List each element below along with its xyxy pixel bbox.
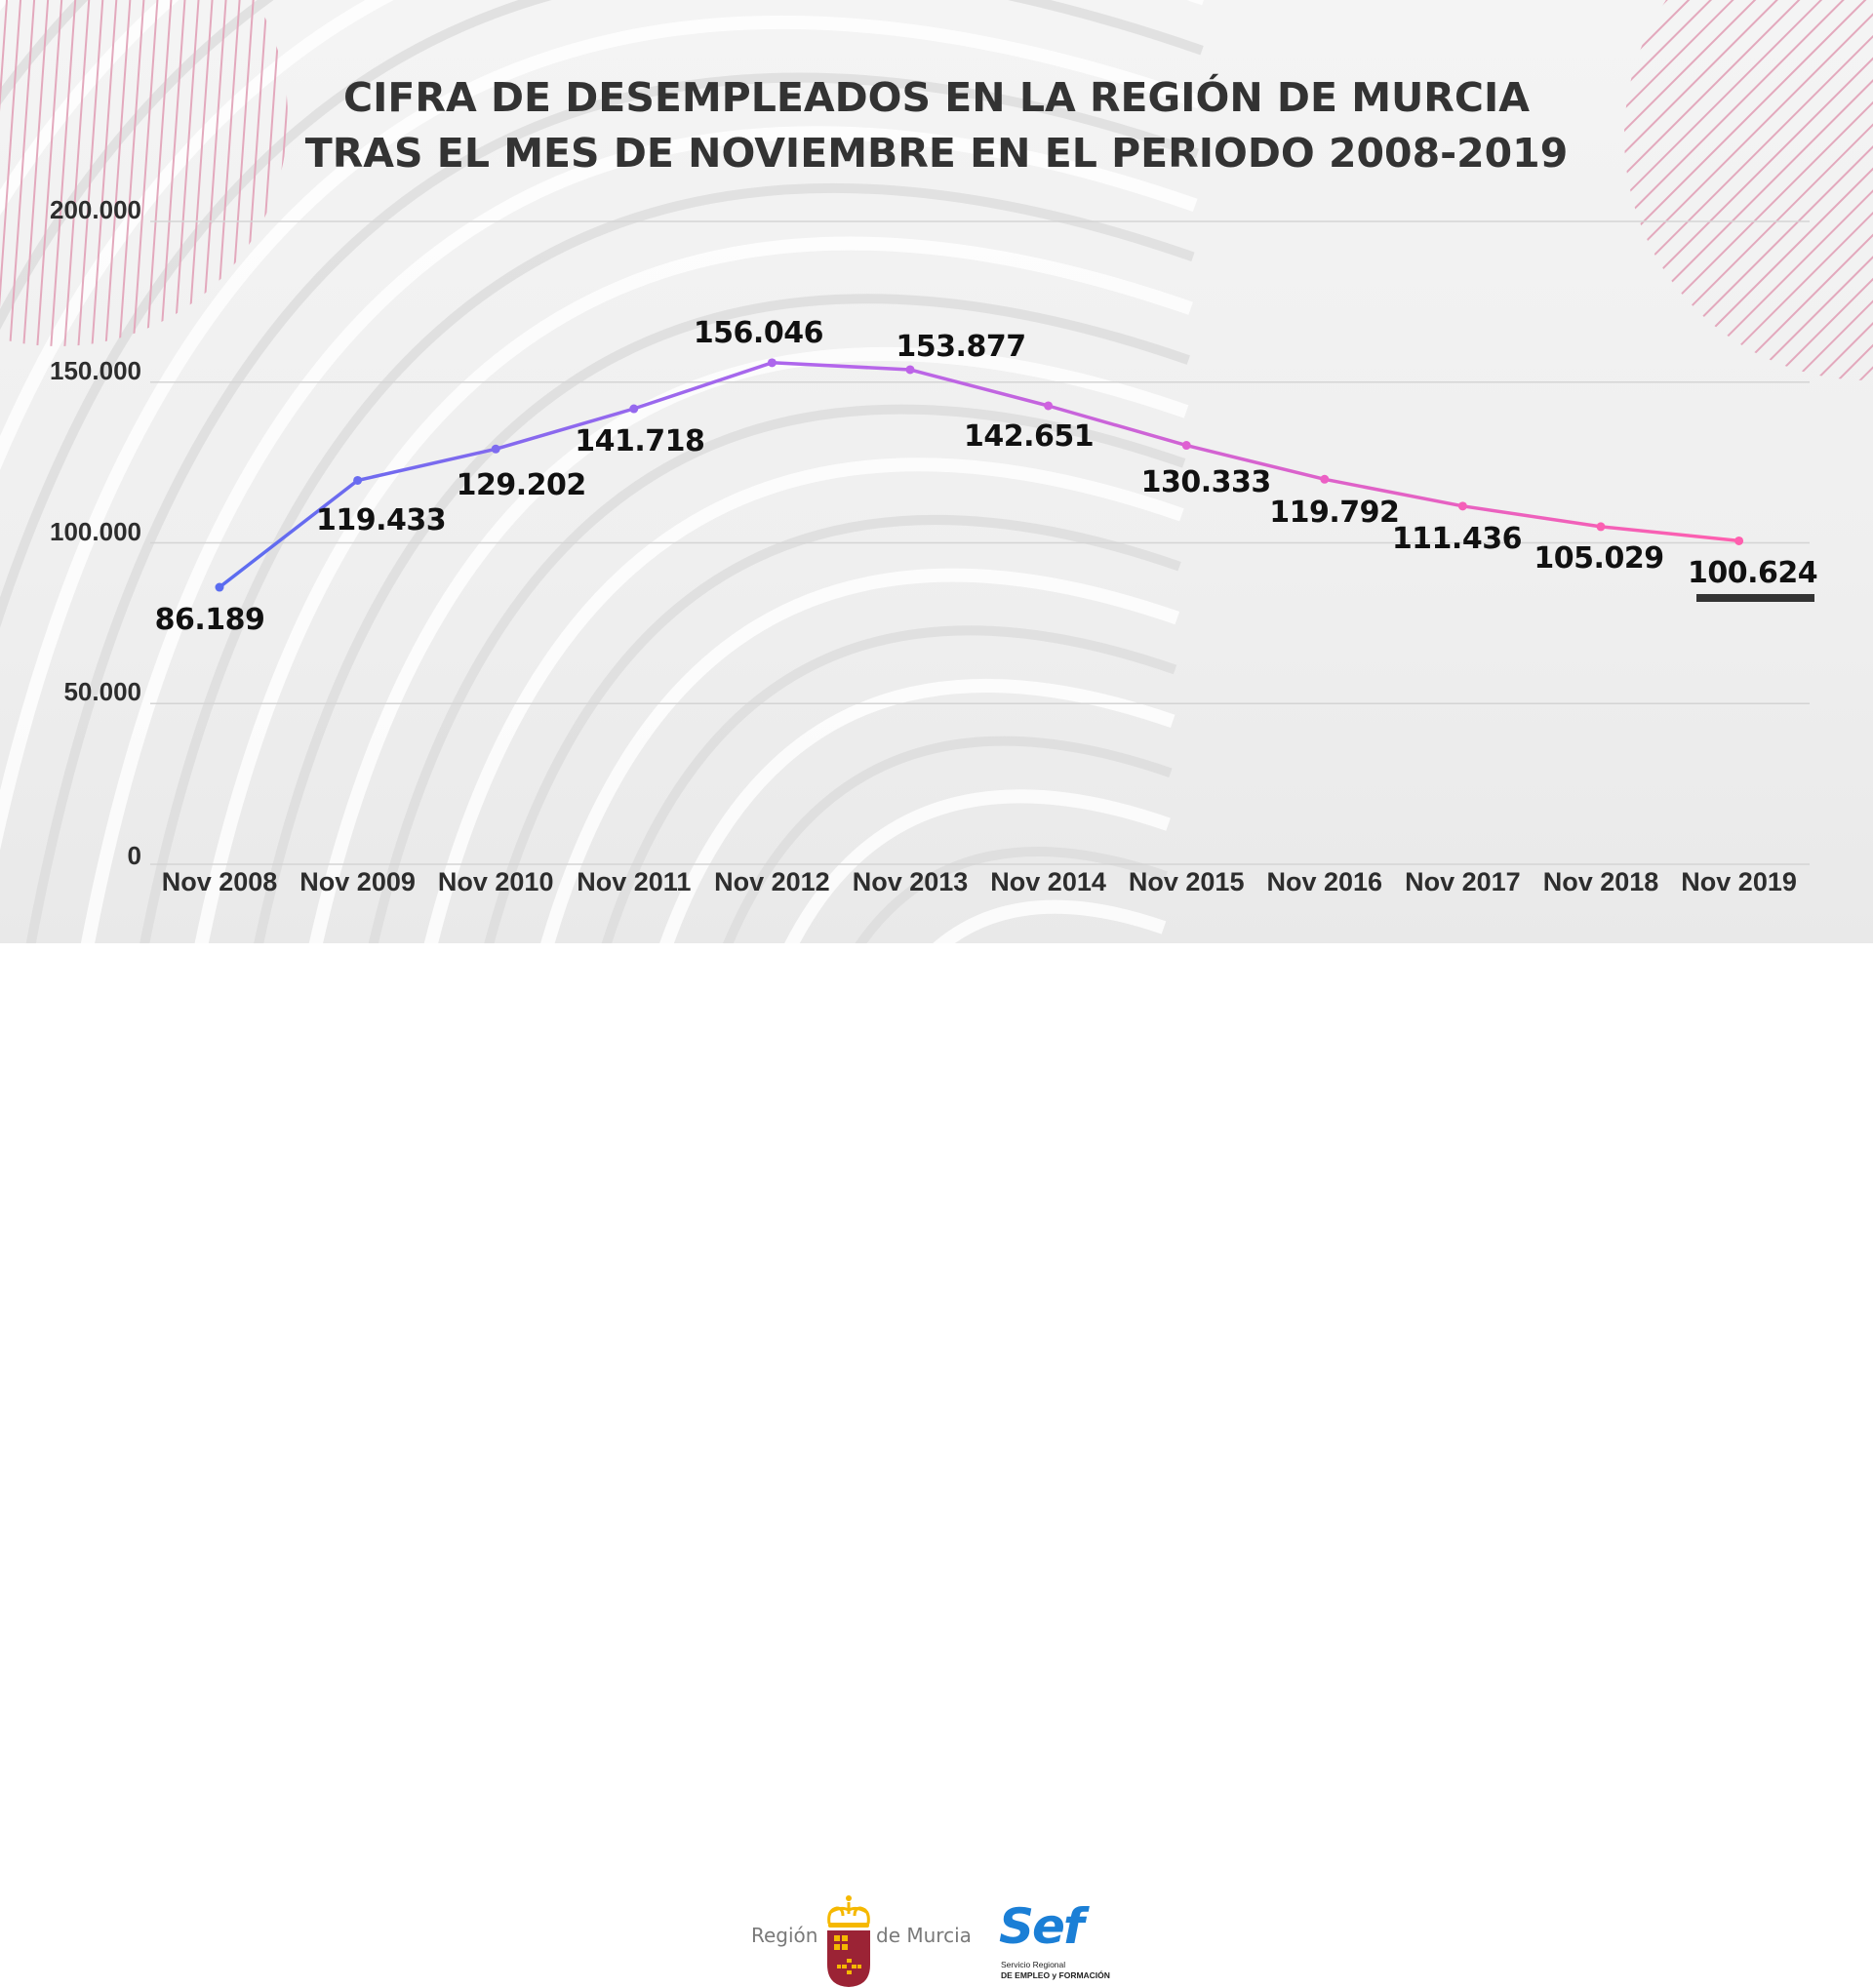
x-tick-label: Nov 2008 <box>161 867 278 896</box>
y-tick-label: 50.000 <box>63 677 141 707</box>
y-tick-label: 100.000 <box>50 516 141 546</box>
data-point <box>629 404 639 414</box>
data-point <box>1734 536 1744 545</box>
data-point <box>1320 474 1330 484</box>
sef-logo-subtitle-2: DE EMPLEO y FORMACIÓN <box>1001 1970 1110 1980</box>
series-line <box>218 361 1739 589</box>
data-points <box>215 358 1744 592</box>
background-decoration <box>0 0 1873 943</box>
gridlines <box>150 220 1810 865</box>
data-point <box>1596 522 1606 532</box>
data-point <box>1181 441 1191 451</box>
data-point <box>353 475 363 485</box>
data-label: 141.718 <box>575 424 705 459</box>
region-logo-text-right: de Murcia <box>876 1924 972 1947</box>
background-arch <box>723 736 1173 943</box>
y-tick-label: 200.000 <box>50 195 141 224</box>
data-point <box>215 582 224 592</box>
data-label: 86.189 <box>154 603 265 637</box>
x-tick-label: Nov 2019 <box>1681 867 1797 896</box>
background-arch <box>308 347 1189 943</box>
sef-logo-word: Sef <box>999 1898 1085 1955</box>
background-arch <box>659 679 1176 943</box>
data-label: 156.046 <box>693 315 824 350</box>
background-arch <box>933 899 1167 943</box>
data-label: 153.877 <box>896 329 1026 364</box>
data-point <box>905 365 915 375</box>
background-arch <box>484 514 1181 943</box>
x-tick-label: Nov 2014 <box>990 867 1106 896</box>
x-tick-label: Nov 2010 <box>437 867 554 896</box>
background-arch <box>194 236 1193 943</box>
x-tick-label: Nov 2018 <box>1542 867 1659 896</box>
chart-subtitle: TRAS EL MES DE NOVIEMBRE EN EL PERIODO 2… <box>304 130 1569 177</box>
data-label: 130.333 <box>1140 464 1272 499</box>
background-arches <box>0 0 1204 943</box>
region-logo-text-left: Región <box>751 1924 818 1947</box>
footer: Región de Murcia Sef Servicio Regional D… <box>0 943 1873 1987</box>
background-arch <box>80 126 1198 943</box>
data-label: 119.792 <box>1269 496 1400 531</box>
y-tick-label: 0 <box>127 841 141 870</box>
background-arch <box>784 789 1171 943</box>
chart-title: CIFRA DE DESEMPLEADOS EN LA REGIÓN DE MU… <box>343 74 1530 121</box>
hatched-circle-top-right <box>1624 0 1873 380</box>
data-label: 142.651 <box>964 418 1095 454</box>
background-arch <box>368 404 1186 943</box>
background-arch <box>855 847 1168 943</box>
x-tick-label: Nov 2016 <box>1266 867 1383 896</box>
x-tick-label: Nov 2013 <box>852 867 969 896</box>
data-label: 100.624 <box>1688 556 1818 591</box>
background-arch <box>25 72 1200 943</box>
background-arch <box>423 457 1184 943</box>
y-tick-label: 150.000 <box>50 355 141 385</box>
sef-logo-subtitle-1: Servicio Regional <box>1001 1960 1066 1969</box>
data-point <box>491 444 500 454</box>
background-arch <box>254 294 1190 943</box>
x-tick-label: Nov 2011 <box>577 867 692 896</box>
data-point <box>1457 501 1467 511</box>
sef-logo: Sef Servicio Regional DE EMPLEO y FORMAC… <box>999 1898 1136 1987</box>
hatched-circle-top-left <box>0 0 288 346</box>
chart-area: CIFRA DE DESEMPLEADOS EN LA REGIÓN DE MU… <box>0 0 1873 943</box>
region-de-murcia-logo: Región de Murcia <box>749 1894 974 1988</box>
highlight-underline <box>1696 594 1814 602</box>
data-point <box>767 358 777 368</box>
x-tick-label: Nov 2015 <box>1128 867 1245 896</box>
background-arch <box>0 0 1204 628</box>
background-arch <box>601 625 1177 943</box>
coat-of-arms-icon <box>827 1895 870 1987</box>
background-arch <box>540 568 1180 943</box>
x-tick-label: Nov 2012 <box>714 867 830 896</box>
data-label: 129.202 <box>456 468 587 503</box>
background-arch <box>0 15 1203 852</box>
x-tick-label: Nov 2009 <box>299 867 416 896</box>
data-label: 105.029 <box>1534 540 1664 576</box>
data-label: 111.436 <box>1391 521 1523 556</box>
x-tick-label: Nov 2017 <box>1405 867 1521 896</box>
background-arch <box>139 183 1195 943</box>
data-label: 119.433 <box>316 503 447 538</box>
data-point <box>1044 401 1054 411</box>
